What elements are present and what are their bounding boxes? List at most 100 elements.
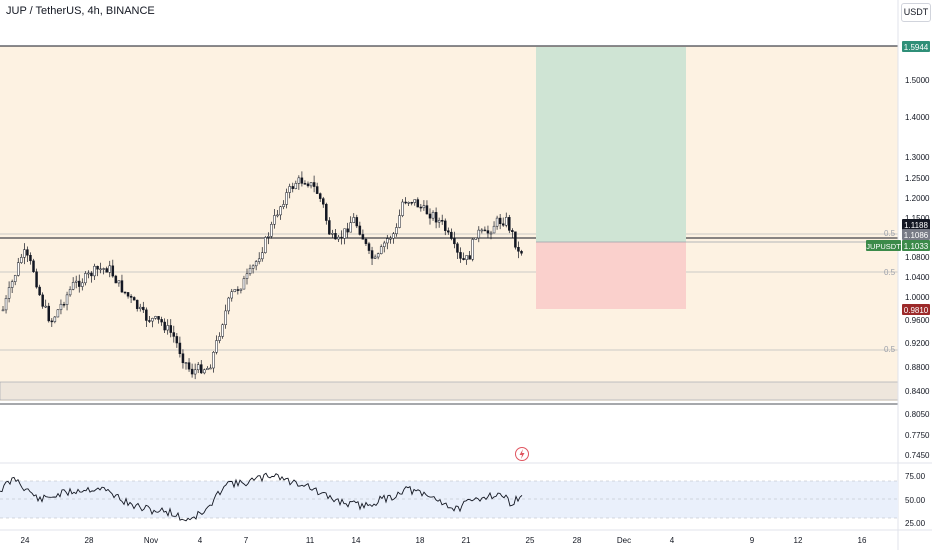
candle bbox=[90, 272, 93, 277]
candle bbox=[312, 182, 316, 187]
candle bbox=[4, 298, 8, 311]
price-axis[interactable]: 1.5000 1.4000 1.3000 1.2500 1.2000 1.1500 1.08… bbox=[905, 76, 930, 460]
candle bbox=[193, 369, 197, 375]
candle bbox=[331, 233, 334, 235]
candle bbox=[26, 249, 29, 256]
candle bbox=[224, 310, 227, 325]
candle bbox=[440, 220, 444, 222]
time-tick-label: 14 bbox=[352, 536, 361, 545]
candle bbox=[300, 177, 304, 184]
candle bbox=[309, 182, 313, 187]
candle bbox=[81, 282, 84, 287]
candle bbox=[38, 286, 41, 296]
candle bbox=[343, 228, 346, 239]
price-tag-last-text: 1.1033 bbox=[904, 242, 929, 251]
candle bbox=[483, 229, 487, 232]
candle bbox=[379, 246, 383, 254]
profit-zone[interactable] bbox=[536, 47, 686, 242]
background-zone bbox=[0, 46, 898, 401]
candle bbox=[160, 319, 163, 323]
candle bbox=[340, 236, 343, 239]
candle bbox=[78, 280, 81, 287]
loss-zone[interactable] bbox=[536, 242, 686, 309]
price-tick-label: 1.1500 bbox=[905, 214, 930, 223]
candle bbox=[248, 268, 252, 275]
candle bbox=[422, 205, 426, 209]
price-tag-stop: 0.9810 bbox=[902, 304, 930, 315]
time-tick-label: 9 bbox=[750, 536, 755, 545]
candle bbox=[398, 215, 401, 228]
time-tick-label: 18 bbox=[416, 536, 425, 545]
candle bbox=[520, 251, 523, 254]
candle bbox=[93, 265, 96, 277]
candle bbox=[355, 217, 359, 227]
candle bbox=[163, 321, 166, 331]
candle bbox=[1, 309, 5, 312]
candle bbox=[44, 305, 47, 308]
symbol-title[interactable]: JUP / TetherUS, 4h, BINANCE bbox=[6, 5, 155, 17]
candle bbox=[303, 183, 307, 185]
candle bbox=[239, 288, 243, 291]
candle bbox=[59, 303, 63, 311]
currency-button[interactable]: USDT bbox=[901, 3, 931, 22]
price-tick-label: 0.7450 bbox=[905, 451, 930, 460]
candle bbox=[47, 305, 50, 322]
candle bbox=[383, 242, 386, 247]
candle bbox=[151, 318, 154, 322]
candle bbox=[105, 268, 108, 273]
time-axis[interactable]: 24 28 Nov 4 7 11 14 18 21 25 28 Dec 4 9 12 16 bbox=[21, 536, 867, 545]
candle bbox=[13, 275, 17, 282]
candle bbox=[169, 325, 172, 333]
lightning-icon[interactable] bbox=[515, 447, 529, 461]
candle bbox=[392, 233, 395, 239]
candle bbox=[410, 202, 413, 204]
candle bbox=[242, 278, 246, 290]
rsi-tick-label: 25.00 bbox=[905, 519, 926, 528]
candle bbox=[285, 192, 288, 205]
level-label-2: 0.5 bbox=[884, 268, 896, 277]
time-tick-label: 24 bbox=[21, 536, 30, 545]
candle bbox=[352, 217, 355, 223]
candle bbox=[32, 260, 35, 272]
time-tick-label: 7 bbox=[244, 536, 249, 545]
candle bbox=[325, 203, 328, 221]
candle bbox=[514, 231, 517, 248]
candle bbox=[74, 280, 78, 283]
candle bbox=[444, 220, 447, 231]
candle bbox=[471, 239, 474, 260]
candle bbox=[187, 362, 191, 370]
candle bbox=[511, 230, 514, 233]
candle bbox=[68, 289, 72, 296]
candle bbox=[236, 289, 240, 291]
price-tag-high-text: 1.1188 bbox=[904, 221, 928, 230]
candle bbox=[50, 320, 54, 323]
rsi-axis[interactable]: 75.00 50.00 25.00 bbox=[905, 472, 926, 528]
time-tick-label: 28 bbox=[573, 536, 582, 545]
candlestick-series bbox=[1, 171, 523, 380]
candle bbox=[437, 220, 441, 223]
time-tick-label: 12 bbox=[794, 536, 803, 545]
candle bbox=[508, 217, 511, 231]
candle bbox=[132, 297, 136, 301]
price-tick-label: 1.2500 bbox=[905, 174, 930, 183]
candle bbox=[334, 233, 337, 240]
candle bbox=[148, 320, 151, 322]
price-tag-stop-text: 0.9810 bbox=[904, 306, 929, 315]
candle bbox=[416, 199, 420, 208]
candle bbox=[218, 336, 221, 341]
candle bbox=[215, 340, 218, 353]
candle bbox=[7, 287, 11, 299]
candle bbox=[251, 265, 255, 269]
candle bbox=[337, 236, 340, 240]
candle bbox=[386, 238, 389, 244]
candle bbox=[56, 309, 60, 318]
price-tag-target: 1.5944 bbox=[902, 41, 930, 52]
price-tick-label: 1.2000 bbox=[905, 194, 930, 203]
price-tag-target-text: 1.5944 bbox=[904, 43, 929, 52]
candle bbox=[468, 255, 471, 260]
candle bbox=[328, 220, 331, 235]
price-tag-high: 1.1188 bbox=[902, 219, 930, 230]
candle bbox=[370, 250, 374, 259]
candle bbox=[453, 238, 456, 245]
